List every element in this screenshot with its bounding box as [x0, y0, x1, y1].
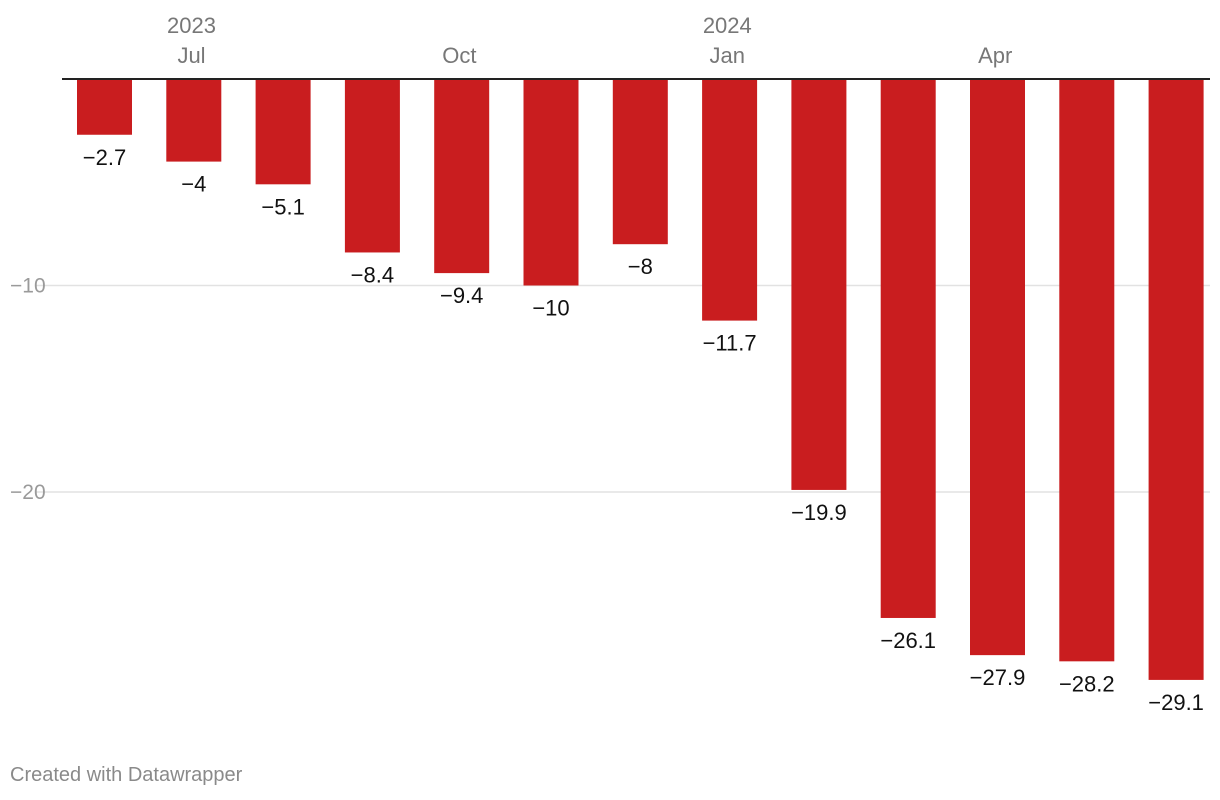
bar: [970, 79, 1025, 656]
bar-value-label: −5.1: [261, 194, 304, 219]
credit-text: Created with Datawrapper: [10, 764, 243, 786]
bar: [1148, 79, 1204, 680]
x-tick-label: Jan: [710, 43, 745, 68]
bar-value-label: −8.4: [351, 262, 394, 287]
bar-value-label: −28.2: [1059, 671, 1115, 696]
bar-value-label: −2.7: [83, 145, 126, 170]
y-tick-label: −20: [10, 481, 46, 504]
bar: [166, 79, 222, 162]
bar-chart: −10 −20 −2.7 −4 −5.1 −8.4 −9.4 −10 −8 −11.7 −19.9 −…: [10, 13, 1210, 715]
x-year-label: 2024: [703, 13, 752, 38]
bar: [702, 79, 758, 321]
bar-value-label: −26.1: [880, 628, 936, 653]
bar: [255, 79, 311, 185]
bar-value-label: −9.4: [440, 283, 483, 308]
bar-value-label: −10: [532, 296, 569, 321]
bar: [77, 79, 132, 135]
bar: [523, 79, 579, 286]
bar: [880, 79, 936, 618]
bar: [344, 79, 400, 253]
bar: [1059, 79, 1115, 662]
bar-value-label: −8: [628, 254, 653, 279]
bar-value-label: −11.7: [703, 331, 757, 356]
bar: [612, 79, 668, 245]
bar: [791, 79, 847, 490]
bar-value-label: −27.9: [970, 665, 1026, 690]
bar-value-label: −4: [181, 172, 206, 197]
x-tick-label: Jul: [177, 43, 205, 68]
x-tick-label: Apr: [978, 43, 1012, 68]
bar-value-label: −29.1: [1148, 690, 1204, 715]
y-tick-label: −10: [10, 275, 46, 298]
x-tick-label: Oct: [442, 43, 476, 68]
bar: [434, 79, 490, 274]
bar-value-label: −19.9: [791, 500, 847, 525]
x-year-label: 2023: [167, 13, 216, 38]
